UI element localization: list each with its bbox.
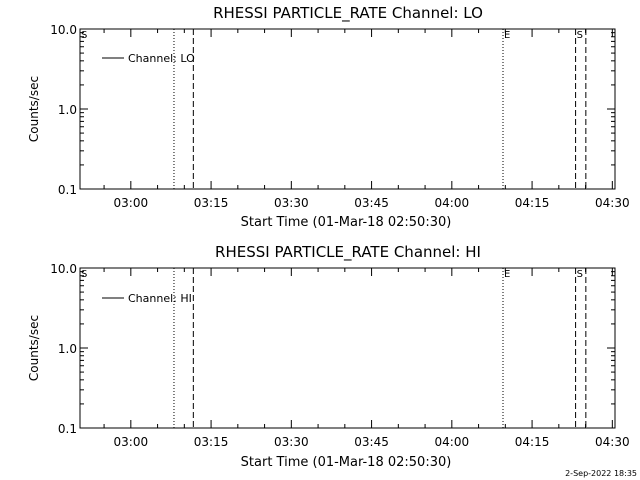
lo-x-tick-label: 04:30 xyxy=(595,196,630,210)
lo-channel-panel: RHESSI PARTICLE_RATE Channel: LO Counts/… xyxy=(27,4,630,230)
lo-y-axis-label: Counts/sec xyxy=(27,76,41,142)
hi-x-tick-label: 03:15 xyxy=(194,435,229,449)
hi-channel-panel: RHESSI PARTICLE_RATE Channel: HI Counts/… xyxy=(27,243,630,470)
lo-marker-label: S xyxy=(81,30,87,41)
hi-marker-label: E xyxy=(504,269,510,280)
lo-y-tick-label: 10.0 xyxy=(50,23,77,37)
hi-x-tick-label: 04:00 xyxy=(435,435,470,449)
hi-chart-title: RHESSI PARTICLE_RATE Channel: HI xyxy=(215,243,481,262)
lo-x-tick-label: 03:30 xyxy=(274,196,309,210)
lo-legend-label: Channel: LO xyxy=(128,52,195,65)
hi-y-tick-label: 10.0 xyxy=(50,262,77,276)
lo-x-tick-label: 03:45 xyxy=(354,196,389,210)
hi-y-ticks: 0.1 1.0 10.0 xyxy=(50,262,615,436)
lo-legend: Channel: LO xyxy=(102,52,195,65)
hi-marker-label: S xyxy=(81,269,87,280)
hi-marker-label: S xyxy=(577,269,583,280)
lo-y-tick-label: 1.0 xyxy=(58,103,77,117)
lo-x-tick-label: 04:15 xyxy=(515,196,550,210)
lo-marker-label: E xyxy=(504,30,510,41)
hi-legend-label: Channel: HI xyxy=(128,292,192,305)
hi-x-axis-label: Start Time (01-Mar-18 02:50:30) xyxy=(241,455,452,470)
hi-x-tick-label: 04:15 xyxy=(515,435,550,449)
hi-x-tick-label: 03:45 xyxy=(354,435,389,449)
hi-x-ticks: 03:00 03:15 03:30 03:45 04:00 04:15 04:30 xyxy=(103,268,630,449)
lo-x-tick-label: 04:00 xyxy=(435,196,470,210)
hi-y-axis-label: Counts/sec xyxy=(27,315,41,381)
lo-y-ticks: 0.1 1.0 10.0 xyxy=(50,23,615,197)
lo-x-tick-label: 03:15 xyxy=(194,196,229,210)
lo-marker-label: S xyxy=(577,30,583,41)
hi-legend: Channel: HI xyxy=(102,292,192,305)
lo-x-axis-label: Start Time (01-Mar-18 02:50:30) xyxy=(241,215,452,230)
hi-y-tick-label: 1.0 xyxy=(58,342,77,356)
hi-x-tick-label: 04:30 xyxy=(595,435,630,449)
generation-timestamp: 2-Sep-2022 18:35 xyxy=(565,469,637,478)
lo-y-tick-label: 0.1 xyxy=(58,183,77,197)
hi-y-tick-label: 0.1 xyxy=(58,422,77,436)
hi-x-tick-label: 03:00 xyxy=(114,435,149,449)
lo-x-ticks: 03:00 03:15 03:30 03:45 04:00 04:15 04:30 xyxy=(103,29,630,210)
lo-x-tick-label: 03:00 xyxy=(114,196,149,210)
lo-chart-title: RHESSI PARTICLE_RATE Channel: LO xyxy=(213,4,483,23)
hi-x-tick-label: 03:30 xyxy=(274,435,309,449)
